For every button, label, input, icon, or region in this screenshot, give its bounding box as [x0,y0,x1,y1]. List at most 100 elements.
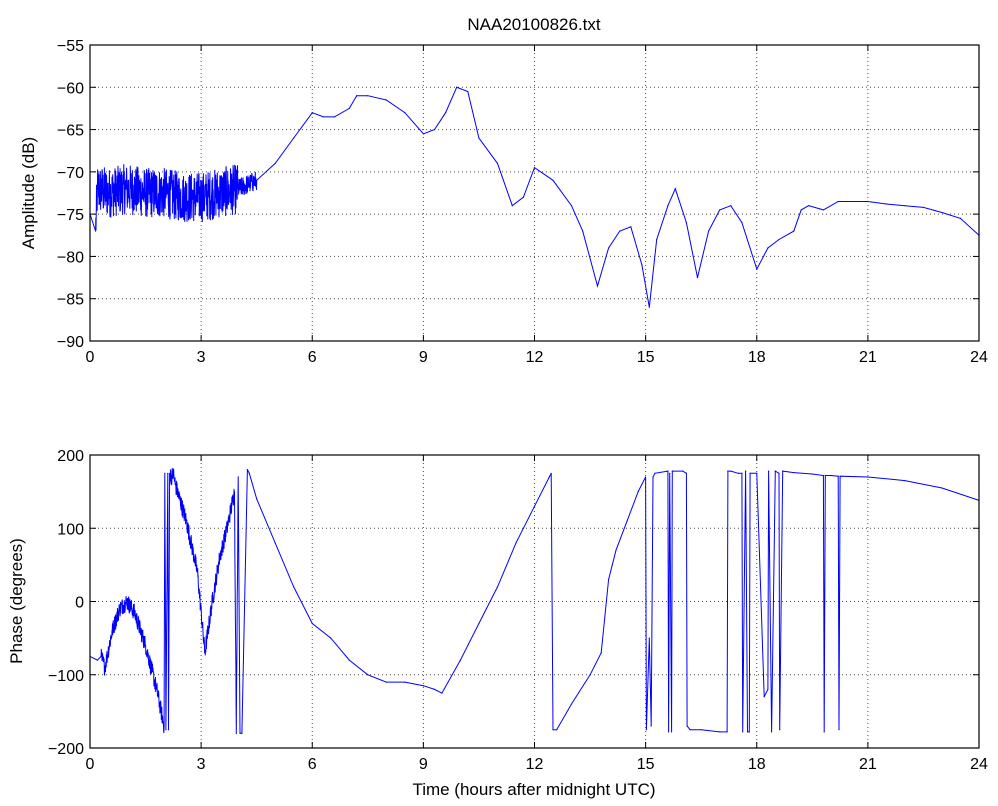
amplitude-data-point [94,230,97,232]
phase-data-point [682,470,684,472]
phase-data-point [727,470,729,472]
amplitude-data-point [607,247,610,249]
phase-data-point [811,473,813,475]
amplitude-data-point [707,230,710,232]
amplitude-data-point [478,137,480,139]
phase-data-point [404,681,406,683]
phase-data-point [165,729,167,731]
phase-data-point [748,731,750,733]
phase-data-point [163,725,165,727]
amplitude-data-point [433,128,436,131]
amplitude-data-point [885,203,887,205]
phase-data-point [645,476,647,478]
phase-data-point [600,652,602,654]
phase-data-point [650,725,652,727]
amplitude-data-point [445,112,447,114]
amplitude-data-point [456,86,458,88]
phase-data-point [156,688,158,691]
phase-data-point [552,729,554,731]
amplitude-data-point [667,205,669,207]
phase-data-point [770,731,773,733]
phase-data-point [185,520,187,522]
amplitude-ylabel: Amplitude (dB) [19,137,38,249]
phase-data-point [274,542,276,544]
amplitude-data-point [756,268,758,270]
phase-data-point [126,600,128,603]
phase-data-point [167,472,169,474]
amplitude-xtick-label: 21 [859,349,877,366]
phase-data-point [219,556,221,559]
amplitude-data-point [922,206,925,208]
phase-data-point [367,674,369,676]
amplitude-ticks: 0 3 6 9 12 15 18 21 24 −55 −60 −65 −70 −75 −80 −85 −90 [57,38,988,366]
amplitude-data-point [96,188,99,190]
phase-data-point [615,549,617,551]
amplitude-xtick-label: 24 [970,349,988,366]
phase-data-point [239,732,241,734]
amplitude-ytick-label: −75 [57,207,84,224]
phase-data-point [111,630,113,632]
phase-data-point [779,729,781,731]
amplitude-data-point [496,162,499,164]
phase-data-point [256,498,258,500]
phase-xtick-label: 21 [859,756,877,773]
phase-data-point [689,729,691,731]
phase-ylabel: Phase (degrees) [7,538,26,664]
phase-data-point [652,476,654,478]
phase-data-point [774,470,776,472]
amplitude-data-point [656,238,658,241]
phase-xtick-label: 3 [197,756,206,773]
phase-data-point [686,725,688,727]
phase-xtick-label: 0 [86,756,95,773]
amplitude-plot: NAA20100826.txt 0 3 6 9 12 15 18 21 24 −55 −60 −65 −… [19,15,988,366]
phase-data-point [570,703,573,705]
phase-data-point [550,472,552,474]
phase-data-point [823,731,825,733]
phase-data-point [589,674,591,676]
phase-data-point [515,542,517,544]
amplitude-data-point [570,205,573,207]
amplitude-data-point [696,276,699,279]
phase-data-point [719,731,721,733]
chart-title: NAA20100826.txt [467,15,601,34]
phase-data-point [607,578,610,581]
phase-data-point [767,688,769,691]
phase-ticks: 0 3 6 9 12 15 18 21 24 200 100 0 −100 −200 [48,448,988,773]
phase-data-point [737,472,739,474]
phase-data-point [830,474,832,477]
amplitude-data-point [256,179,258,181]
phase-ytick-label: −100 [48,668,84,685]
phase-data-point [96,659,99,661]
amplitude-data-point [163,192,165,194]
phase-xtick-label: 9 [419,756,428,773]
amplitude-data-point [630,226,632,228]
phase-data-point [671,470,673,472]
phase-data-point [459,659,462,661]
phase-data-point [422,685,424,687]
amplitude-data-point [822,209,825,211]
phase-data-point [700,729,702,731]
amplitude-ytick-label: −90 [57,334,84,351]
phase-data-point [742,731,744,733]
phase-xtick-label: 24 [970,756,988,773]
amplitude-data-point [533,167,536,169]
amplitude-data-point [793,230,795,232]
phase-data-point [204,652,206,654]
phase-xtick-label: 6 [308,756,317,773]
phase-data-point [133,611,136,614]
phase-data-point [196,571,199,573]
amplitude-data-point [107,192,110,194]
amplitude-data-point [552,179,554,181]
phase-data-point [654,472,656,474]
amplitude-data-point [800,209,802,211]
amplitude-data-point [385,99,387,101]
phase-data-point [533,505,536,507]
phase-data-point [172,472,174,474]
amplitude-xtick-label: 18 [748,349,766,366]
amplitude-data-point [641,264,643,266]
amplitude-data-point [467,90,469,93]
amplitude-data-point [959,217,962,219]
phase-data-point [100,655,102,658]
amplitude-data-point [867,200,869,203]
